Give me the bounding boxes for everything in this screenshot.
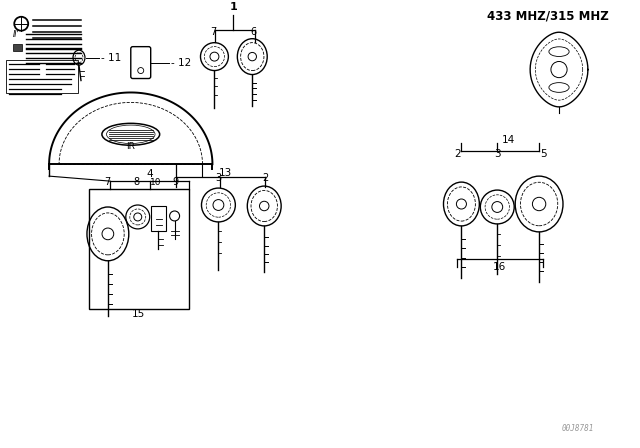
Bar: [6, 60, 78, 94]
Text: 16: 16: [493, 262, 506, 272]
Text: 15: 15: [132, 309, 145, 319]
Text: IR: IR: [126, 142, 135, 151]
Text: 3: 3: [494, 149, 500, 159]
Text: 2: 2: [454, 149, 461, 159]
Text: 14: 14: [502, 135, 515, 145]
Text: 10: 10: [150, 178, 161, 187]
Text: II': II': [13, 30, 20, 39]
Text: 9: 9: [173, 177, 179, 187]
Text: - 11: - 11: [101, 52, 121, 63]
Text: 7: 7: [104, 177, 110, 187]
Text: 3: 3: [215, 173, 221, 183]
Text: 13: 13: [219, 168, 232, 178]
Text: 7: 7: [211, 27, 216, 37]
Text: - 12: - 12: [171, 58, 191, 68]
Text: 5: 5: [540, 149, 547, 159]
Text: 2: 2: [262, 173, 268, 183]
Text: 433 MHZ/315 MHZ: 433 MHZ/315 MHZ: [487, 9, 609, 22]
Text: 00J8781: 00J8781: [561, 424, 594, 433]
Bar: [13, 43, 22, 51]
Bar: [150, 206, 166, 231]
Text: 1: 1: [230, 2, 237, 12]
Text: 4: 4: [147, 169, 153, 179]
Text: 6: 6: [250, 27, 257, 37]
Text: 8: 8: [134, 177, 140, 187]
Bar: [89, 189, 189, 309]
